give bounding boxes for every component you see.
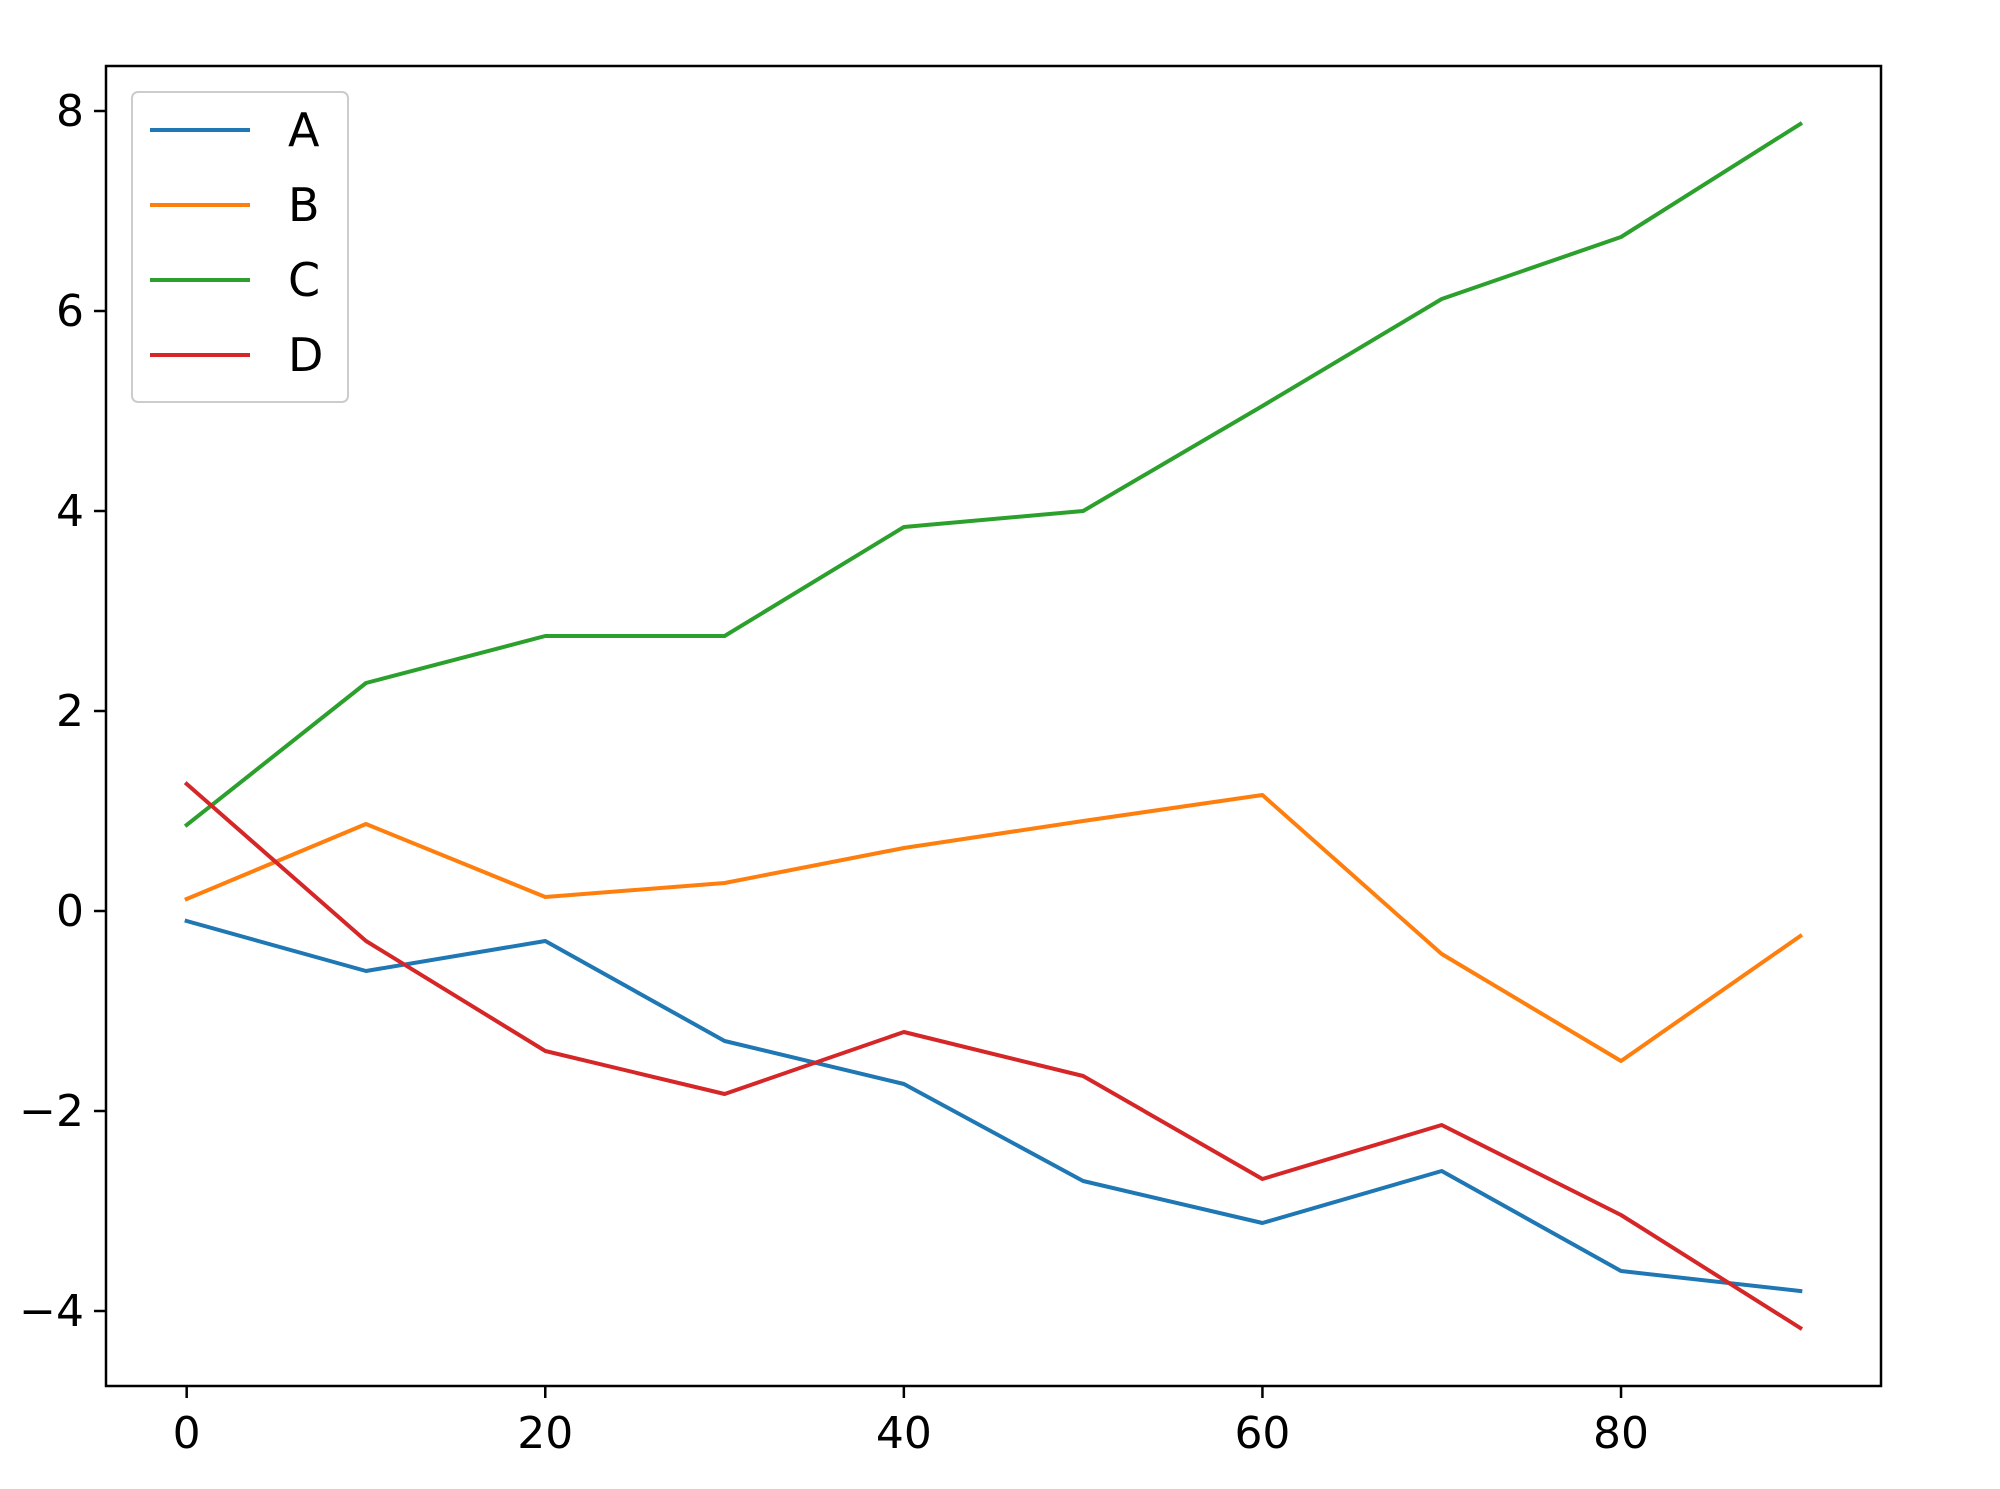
legend-label-b: B bbox=[288, 178, 320, 232]
y-axis: −4 −2 0 2 4 6 8 bbox=[19, 86, 106, 1337]
legend-box bbox=[131, 91, 349, 403]
y-tick-label: −4 bbox=[19, 1286, 84, 1337]
y-tick-label: −2 bbox=[19, 1086, 84, 1137]
legend-label-c: C bbox=[288, 253, 320, 307]
series-layer bbox=[183, 121, 1804, 1331]
x-axis: 0 20 40 60 80 bbox=[173, 1386, 1649, 1459]
series-line-c bbox=[183, 121, 1804, 828]
y-tick-label: 0 bbox=[56, 886, 84, 937]
x-tick-label: 0 bbox=[173, 1408, 201, 1459]
legend-label-d: D bbox=[288, 328, 323, 382]
x-tick-label: 40 bbox=[876, 1408, 932, 1459]
plot-frame bbox=[104, 64, 1883, 1388]
x-tick-label: 60 bbox=[1234, 1408, 1290, 1459]
y-tick-label: 4 bbox=[56, 486, 84, 537]
y-tick-label: 6 bbox=[56, 286, 84, 337]
y-tick-label: 8 bbox=[56, 86, 84, 137]
y-tick-label: 2 bbox=[56, 686, 84, 737]
series-line-b bbox=[184, 793, 1804, 1063]
x-tick-label: 20 bbox=[517, 1408, 573, 1459]
series-line-a bbox=[184, 918, 1803, 1294]
legend-label-a: A bbox=[288, 103, 320, 157]
x-tick-label: 80 bbox=[1593, 1408, 1649, 1459]
series-line-d bbox=[183, 781, 1804, 1331]
